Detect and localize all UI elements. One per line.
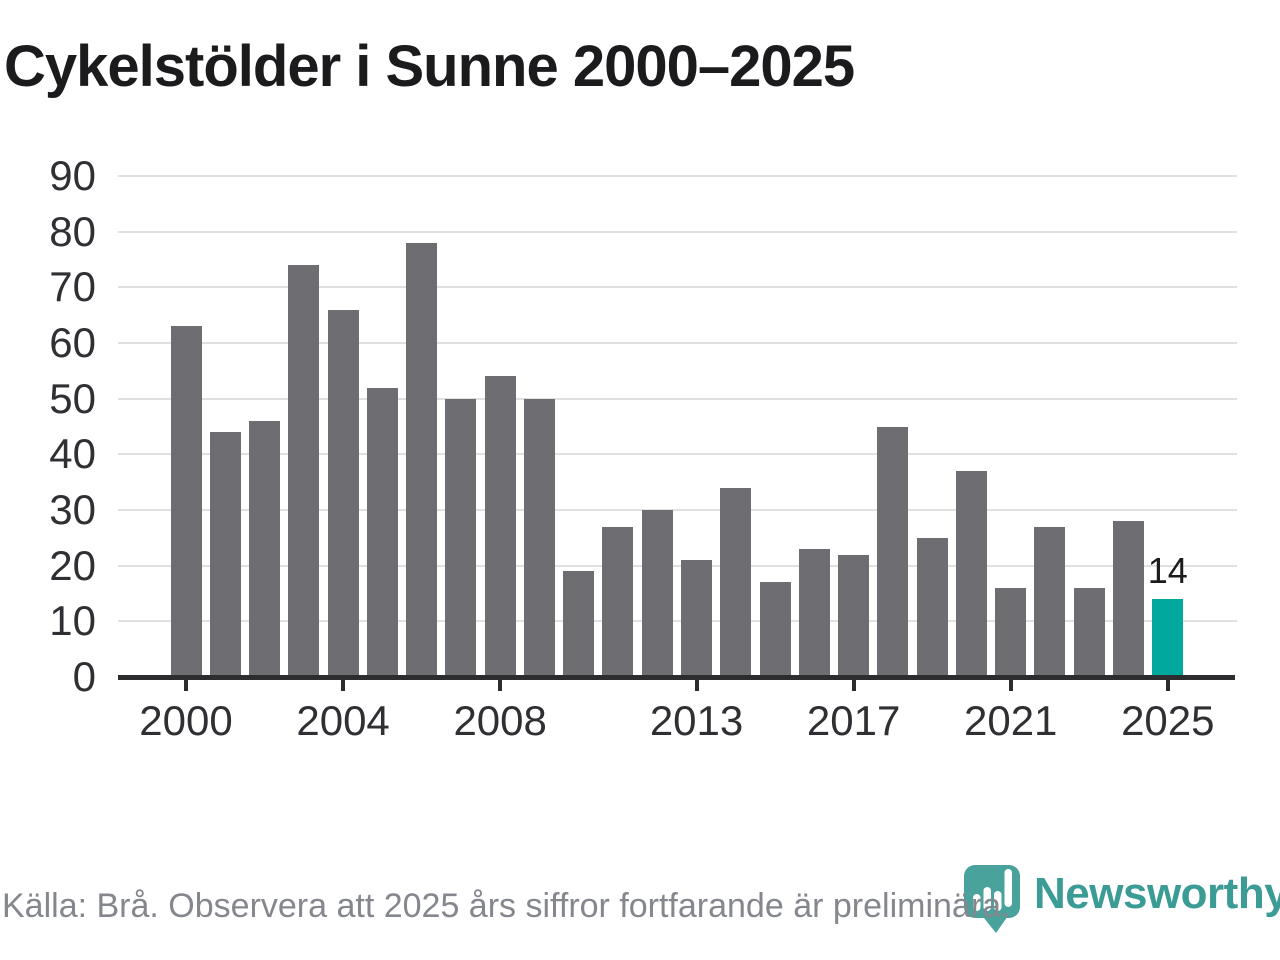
y-axis-label-20: 20: [49, 541, 96, 589]
x-axis-label-2004: 2004: [296, 697, 390, 744]
y-axis-label-0: 0: [72, 653, 96, 700]
bar-2002: [249, 420, 281, 677]
bar-2001: [209, 432, 241, 677]
bar-2022: [1034, 526, 1066, 677]
x-axis-label-2008: 2008: [453, 697, 547, 744]
bar-2008: [484, 376, 516, 677]
chart-title: Cykelstölder i Sunne 2000–2025: [4, 34, 855, 99]
bar-2017: [838, 554, 870, 677]
x-axis-tick-2008: [498, 678, 503, 691]
gridline-70: [118, 286, 1237, 289]
bar-2013: [681, 560, 713, 677]
bar-2012: [641, 510, 673, 677]
y-axis-label-10: 10: [49, 597, 96, 645]
y-axis-label-90: 90: [49, 152, 96, 199]
bar-2025: [1152, 599, 1184, 677]
gridline-20: [118, 564, 1237, 567]
bar-2006: [406, 242, 438, 677]
gridline-40: [118, 453, 1237, 456]
bar-2007: [445, 398, 477, 677]
gridline-80: [118, 230, 1237, 233]
bar-2019: [916, 537, 948, 677]
bar-2005: [366, 387, 398, 677]
x-axis-label-2017: 2017: [806, 697, 901, 744]
x-axis-tick-2000: [184, 678, 188, 691]
bar-2021: [995, 587, 1027, 677]
gridline-90: [118, 175, 1237, 177]
newsworthy-logo-text: Newsworthy: [1034, 869, 1280, 918]
y-axis-label-50: 50: [49, 374, 96, 422]
bar-2024: [1113, 521, 1145, 677]
bar-2016: [798, 548, 830, 677]
x-axis-tick-2013: [694, 678, 699, 691]
y-axis-label-60: 60: [49, 319, 96, 366]
bar-2010: [563, 571, 595, 677]
bar-2014: [720, 487, 752, 677]
x-axis-label-2025: 2025: [1121, 697, 1215, 744]
y-axis-label-30: 30: [49, 486, 96, 533]
bar-2000: [170, 326, 202, 677]
gridline-60: [118, 342, 1237, 344]
newsworthy-pin-barchart-icon: [964, 865, 1020, 933]
newsworthy-logo: Newsworthy: [963, 863, 1280, 938]
y-axis-label-70: 70: [49, 263, 96, 311]
gridline-30: [118, 509, 1237, 511]
bar-2020: [955, 471, 987, 677]
bar-2004: [327, 309, 359, 677]
x-axis-label-2021: 2021: [963, 697, 1058, 744]
x-axis-tick-2017: [851, 678, 856, 691]
x-axis-tick-2025: [1165, 678, 1170, 691]
source-note: Källa: Brå. Observera att 2025 års siffr…: [2, 887, 1011, 925]
x-axis-label-2000: 2000: [139, 697, 233, 744]
x-axis-line: [118, 675, 1235, 680]
gridline-50: [118, 397, 1237, 400]
bar-2023: [1073, 587, 1105, 677]
x-axis-tick-2021: [1008, 678, 1013, 691]
y-axis-label-40: 40: [49, 430, 96, 478]
gridline-10: [118, 620, 1237, 623]
bar-2011: [602, 526, 634, 677]
bar-2003: [288, 265, 320, 677]
bar-2015: [759, 582, 791, 677]
y-axis-label-80: 80: [49, 207, 96, 255]
x-axis-tick-2004: [341, 678, 346, 691]
bar-2009: [523, 398, 555, 677]
bar-2018: [877, 426, 909, 677]
highlight-value-label: 14: [1147, 550, 1188, 592]
x-axis-label-2013: 2013: [649, 697, 744, 744]
